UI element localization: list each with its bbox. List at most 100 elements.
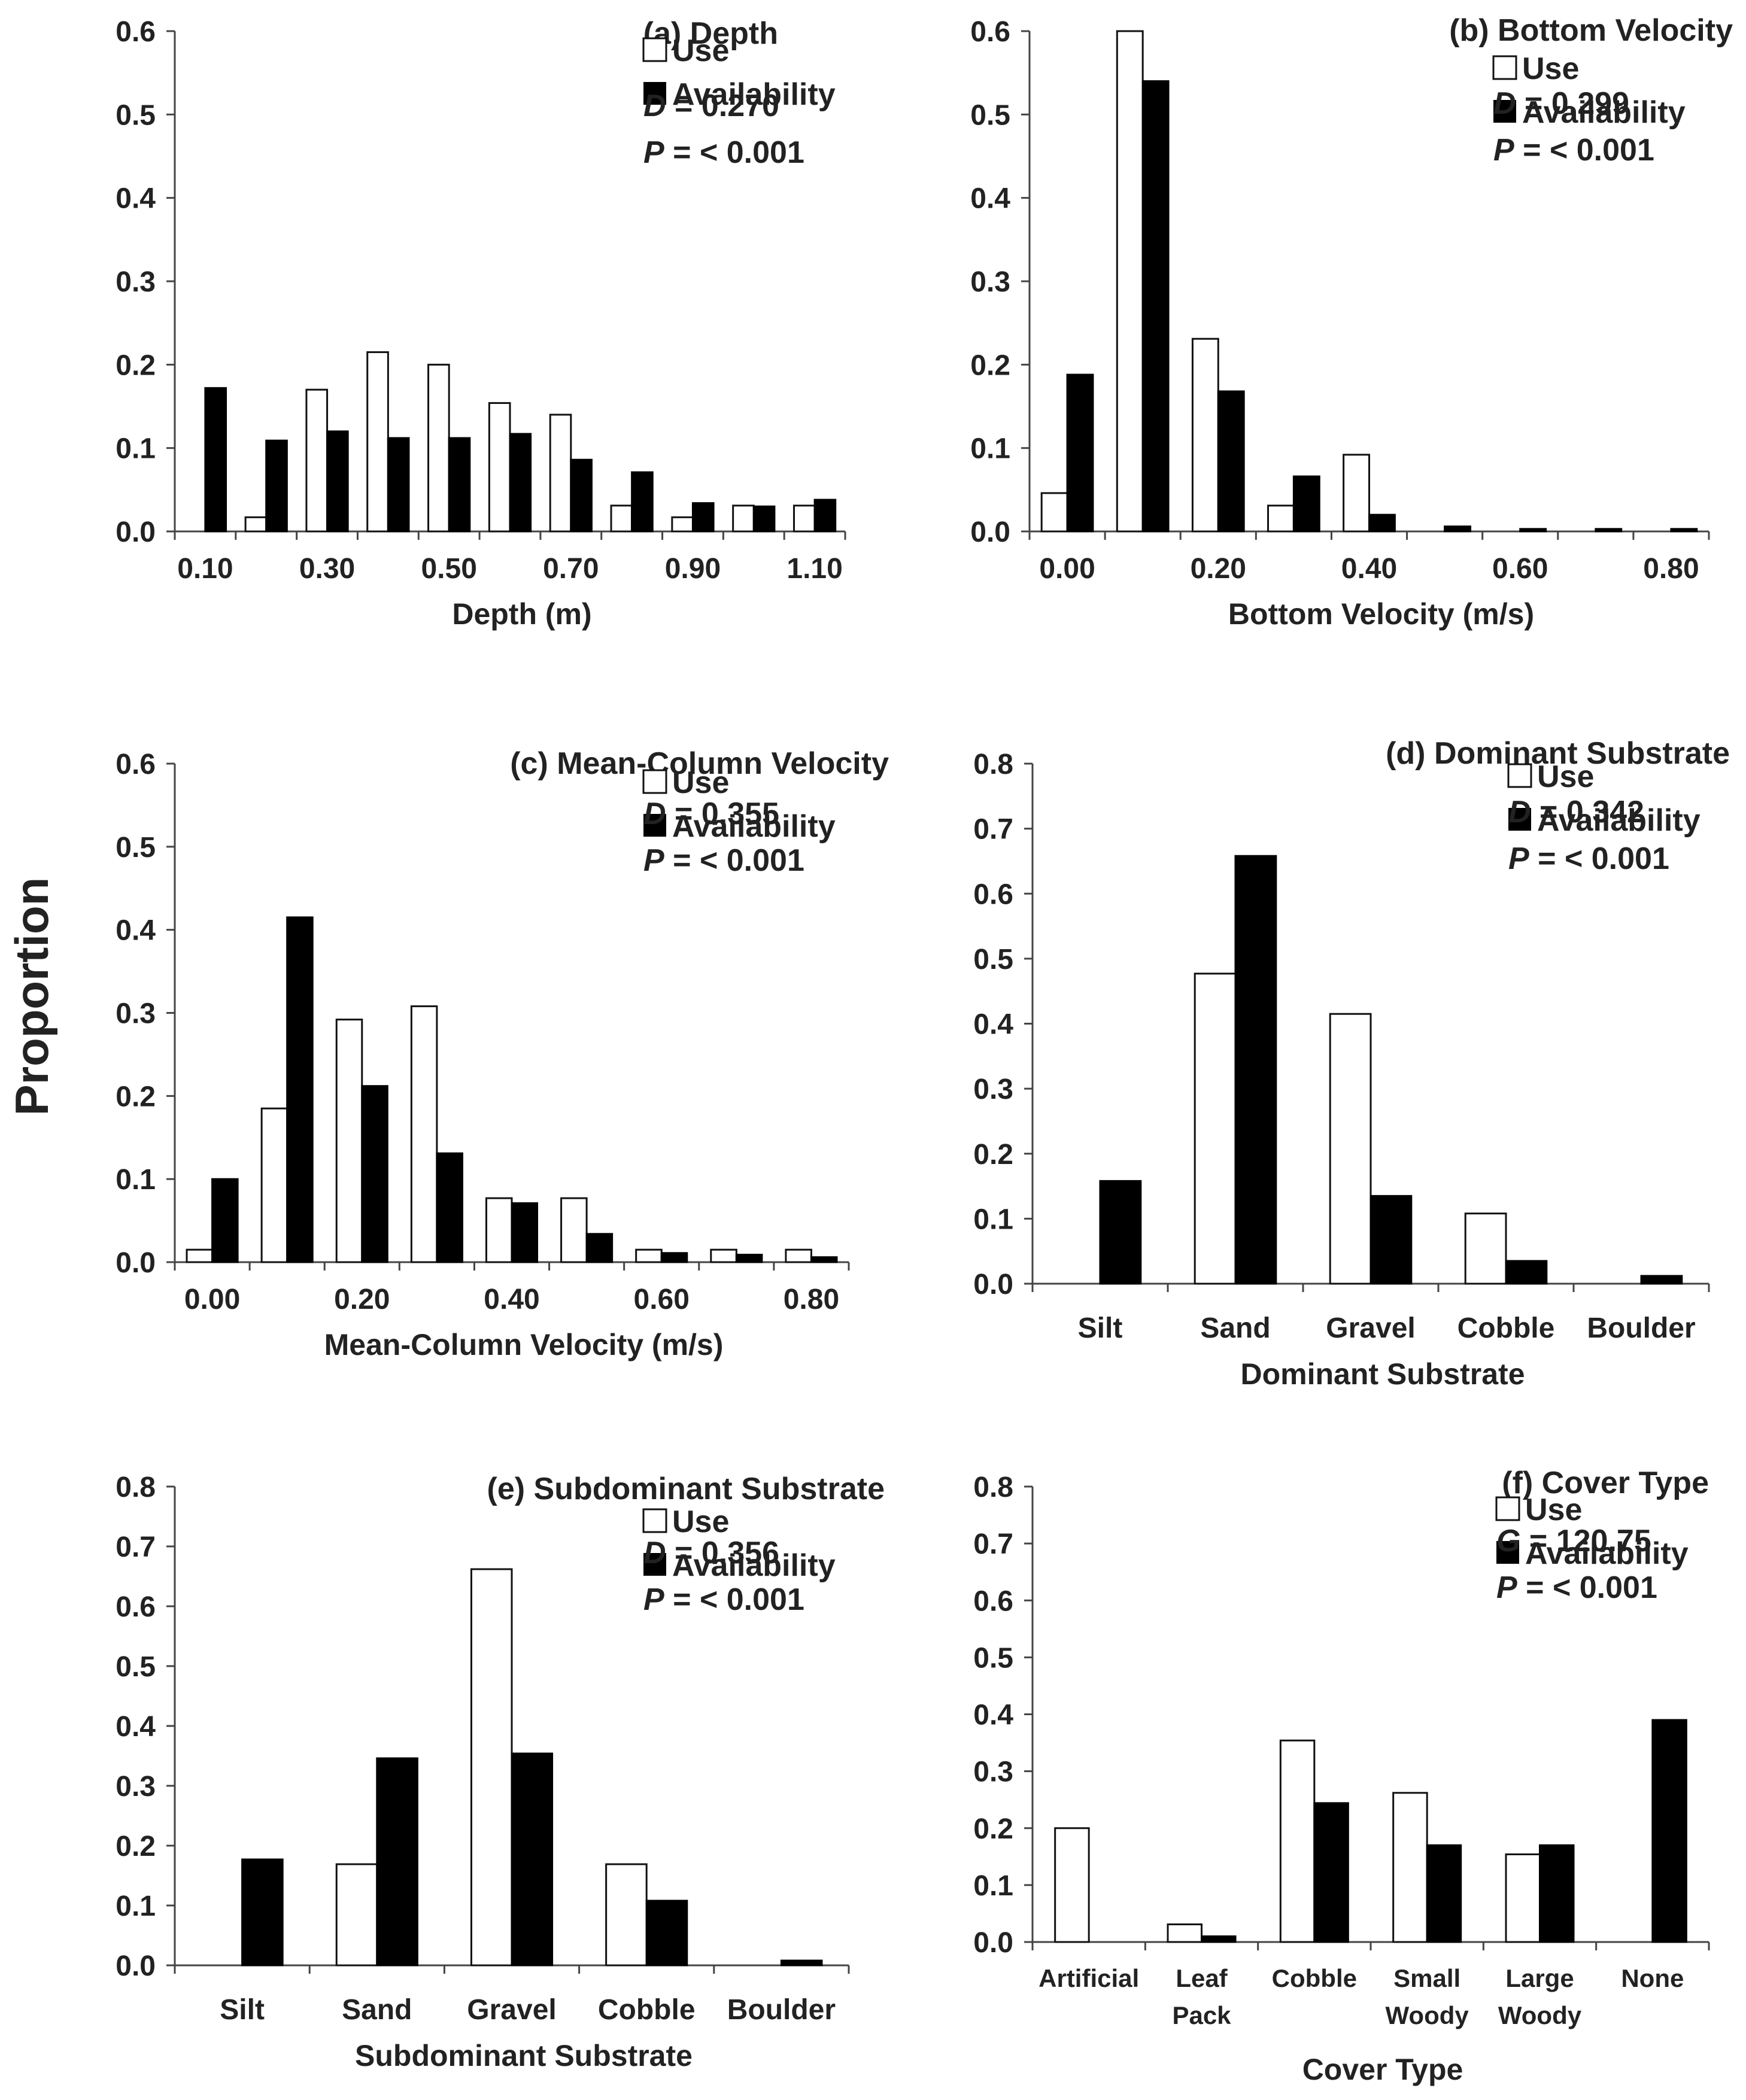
y-tick-label: 0.3 xyxy=(116,998,156,1030)
x-tick-label: 0.40 xyxy=(484,1284,539,1315)
legend-use-swatch xyxy=(642,769,667,794)
panel-title: (b) Bottom Velocity xyxy=(1449,13,1733,48)
category-label: None xyxy=(1621,1964,1684,1992)
legend-availability-swatch xyxy=(1496,1541,1519,1564)
x-axis-title: Subdominant Substrate xyxy=(355,2039,693,2072)
legend-use-swatch xyxy=(1492,55,1517,80)
availability-bar-c-0 xyxy=(211,1178,239,1263)
use-bar-a-3 xyxy=(366,351,389,533)
use-bar-a-7 xyxy=(610,505,633,533)
category-label: Silt xyxy=(220,1994,265,2026)
availability-bar-f-2 xyxy=(1313,1802,1349,1943)
use-bar-a-4 xyxy=(427,363,450,533)
y-tick-label: 0.1 xyxy=(116,433,156,465)
x-axis-title: Dominant Substrate xyxy=(1240,1357,1525,1391)
x-tick-label: 0.60 xyxy=(1492,553,1548,585)
legend-use-label: Use xyxy=(672,1505,729,1539)
y-axis-title: Proportion xyxy=(5,877,58,1116)
y-tick-label: 0.0 xyxy=(116,1950,156,1982)
availability-bar-a-10 xyxy=(813,499,837,533)
legend-availability-swatch xyxy=(643,82,666,105)
legend-use-swatch xyxy=(642,37,667,62)
category-label: Boulder xyxy=(727,1994,836,2026)
y-tick-label: 0.0 xyxy=(973,1269,1013,1300)
use-bar-c-8 xyxy=(785,1248,812,1263)
x-tick-label: 0.40 xyxy=(1341,553,1397,585)
availability-bar-b-8 xyxy=(1670,528,1698,533)
availability-bar-b-3 xyxy=(1292,475,1320,533)
legend-availability-label: Availability xyxy=(1525,1536,1689,1571)
x-tick-label: 1.10 xyxy=(787,553,842,585)
y-tick-label: 0.8 xyxy=(973,749,1013,780)
use-bar-b-0 xyxy=(1040,492,1068,533)
y-tick-label: 0.6 xyxy=(973,1585,1013,1617)
y-tick-label: 0.7 xyxy=(973,1528,1013,1560)
use-bar-e-1 xyxy=(335,1863,378,1967)
category-label: Boulder xyxy=(1587,1312,1695,1344)
availability-bar-d-2 xyxy=(1370,1195,1413,1285)
availability-bar-c-7 xyxy=(735,1254,763,1263)
y-tick-label: 0.0 xyxy=(116,1247,156,1279)
x-tick-label: 0.80 xyxy=(1643,553,1699,585)
y-tick-label: 0.3 xyxy=(116,266,156,298)
y-tick-label: 0.1 xyxy=(973,1204,1013,1235)
use-bar-b-4 xyxy=(1343,454,1371,533)
y-tick-label: 0.4 xyxy=(116,915,156,947)
y-tick-label: 0.6 xyxy=(973,879,1013,910)
x-axis-title: Depth (m) xyxy=(452,597,591,631)
category-label: Cobble xyxy=(598,1994,696,2026)
y-tick-label: 0.7 xyxy=(973,814,1013,846)
y-tick-label: 0.5 xyxy=(116,1651,156,1683)
availability-bar-a-0 xyxy=(204,387,227,533)
use-bar-c-6 xyxy=(635,1248,663,1263)
use-bar-d-2 xyxy=(1329,1013,1372,1285)
panel-title: (c) Mean-Column Velocity xyxy=(510,746,889,781)
use-bar-a-10 xyxy=(792,505,816,533)
y-tick-label: 0.5 xyxy=(116,99,156,131)
availability-bar-e-0 xyxy=(241,1858,284,1967)
availability-bar-f-4 xyxy=(1539,1844,1575,1943)
category-label: Leaf Pack xyxy=(1172,1964,1231,2029)
use-bar-c-2 xyxy=(335,1019,363,1263)
availability-bar-c-5 xyxy=(585,1233,614,1263)
use-bar-a-5 xyxy=(488,402,511,533)
x-axis-title: Bottom Velocity (m/s) xyxy=(1228,597,1534,631)
availability-bar-a-3 xyxy=(387,437,410,533)
y-tick-label: 0.1 xyxy=(970,433,1010,465)
availability-bar-f-5 xyxy=(1651,1719,1687,1943)
panel-f: 0.0 0.1 0.2 0.3 0.4 0.5 0.6 0.7 0.8 Artificial Lea… xyxy=(973,1466,1710,2086)
use-bar-d-1 xyxy=(1194,972,1237,1285)
y-tick-label: 0.0 xyxy=(973,1927,1013,1959)
availability-bar-b-4 xyxy=(1368,513,1396,533)
use-bar-a-8 xyxy=(671,516,694,533)
availability-bar-c-3 xyxy=(436,1152,463,1263)
panel-title: (d) Dominant Substrate xyxy=(1386,736,1730,771)
y-tick-label: 0.8 xyxy=(973,1472,1013,1503)
legend-availability-label: Availability xyxy=(672,809,836,844)
x-tick-label: 0.20 xyxy=(334,1284,390,1315)
use-bar-a-9 xyxy=(732,505,755,533)
category-label: Gravel xyxy=(467,1994,556,2026)
use-bar-c-0 xyxy=(186,1248,214,1263)
x-tick-label: 0.60 xyxy=(634,1284,690,1315)
y-tick-label: 0.2 xyxy=(973,1813,1013,1845)
availability-bar-c-2 xyxy=(361,1085,388,1263)
test-statistic: D = 0.342 xyxy=(1508,795,1644,829)
availability-bar-b-5 xyxy=(1444,525,1471,533)
y-tick-label: 0.1 xyxy=(116,1891,156,1922)
category-label: Sand xyxy=(342,1994,412,2026)
p-value: P = < 0.001 xyxy=(1496,1570,1657,1605)
p-value: P = < 0.001 xyxy=(643,1582,804,1617)
y-tick-label: 0.4 xyxy=(970,183,1010,215)
x-tick-label: 0.30 xyxy=(299,553,355,585)
y-tick-label: 0.5 xyxy=(973,944,1013,975)
use-bar-a-2 xyxy=(305,388,329,533)
category-label: Large Woody xyxy=(1498,1964,1582,2029)
use-bar-d-3 xyxy=(1464,1212,1507,1285)
use-bar-f-2 xyxy=(1279,1739,1316,1943)
legend-availability-label: Availability xyxy=(1537,803,1701,838)
availability-bar-e-1 xyxy=(376,1757,418,1967)
availability-bar-c-6 xyxy=(660,1252,688,1263)
test-statistic: G = 120.75 xyxy=(1496,1524,1651,1558)
availability-bar-e-3 xyxy=(645,1900,688,1967)
